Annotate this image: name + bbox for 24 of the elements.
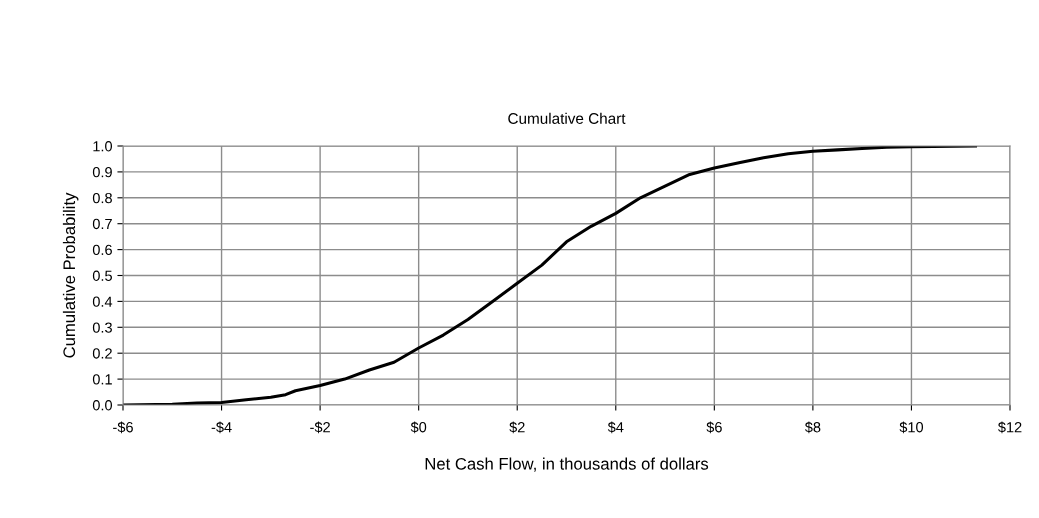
x-tick-label: -$6 <box>113 421 133 434</box>
y-tick-label: 0.9 <box>92 167 112 178</box>
x-tick-label: $12 <box>997 421 1022 434</box>
x-tick-label: $6 <box>706 421 722 434</box>
y-tick-label: 0.1 <box>92 374 112 385</box>
x-axis-title: Net Cash Flow, in thousands of dollars <box>425 457 709 472</box>
y-tick-label: 0.0 <box>92 400 113 411</box>
x-tick-label: -$4 <box>211 421 232 434</box>
x-tick-label: -$2 <box>310 421 330 434</box>
y-tick-label: 0.7 <box>92 218 112 230</box>
x-tick-label: $2 <box>509 421 525 434</box>
x-tick-label: $0 <box>410 421 427 434</box>
y-axis-title: Cumulative Probability <box>62 192 79 358</box>
y-tick-label: 0.6 <box>92 244 112 256</box>
y-tick-label: 0.3 <box>92 322 112 333</box>
x-tick-label: $4 <box>607 421 624 434</box>
y-tick-label: 0.8 <box>92 192 112 204</box>
y-tick-label: 1.0 <box>93 141 113 152</box>
y-tick-label: 0.4 <box>92 296 113 307</box>
x-tick-label: $8 <box>804 421 821 434</box>
y-tick-label: 0.2 <box>92 348 112 359</box>
y-tick-label: 0.5 <box>92 270 112 281</box>
chart-title: Cumulative Chart <box>508 112 626 124</box>
x-tick-label: $10 <box>899 421 924 434</box>
